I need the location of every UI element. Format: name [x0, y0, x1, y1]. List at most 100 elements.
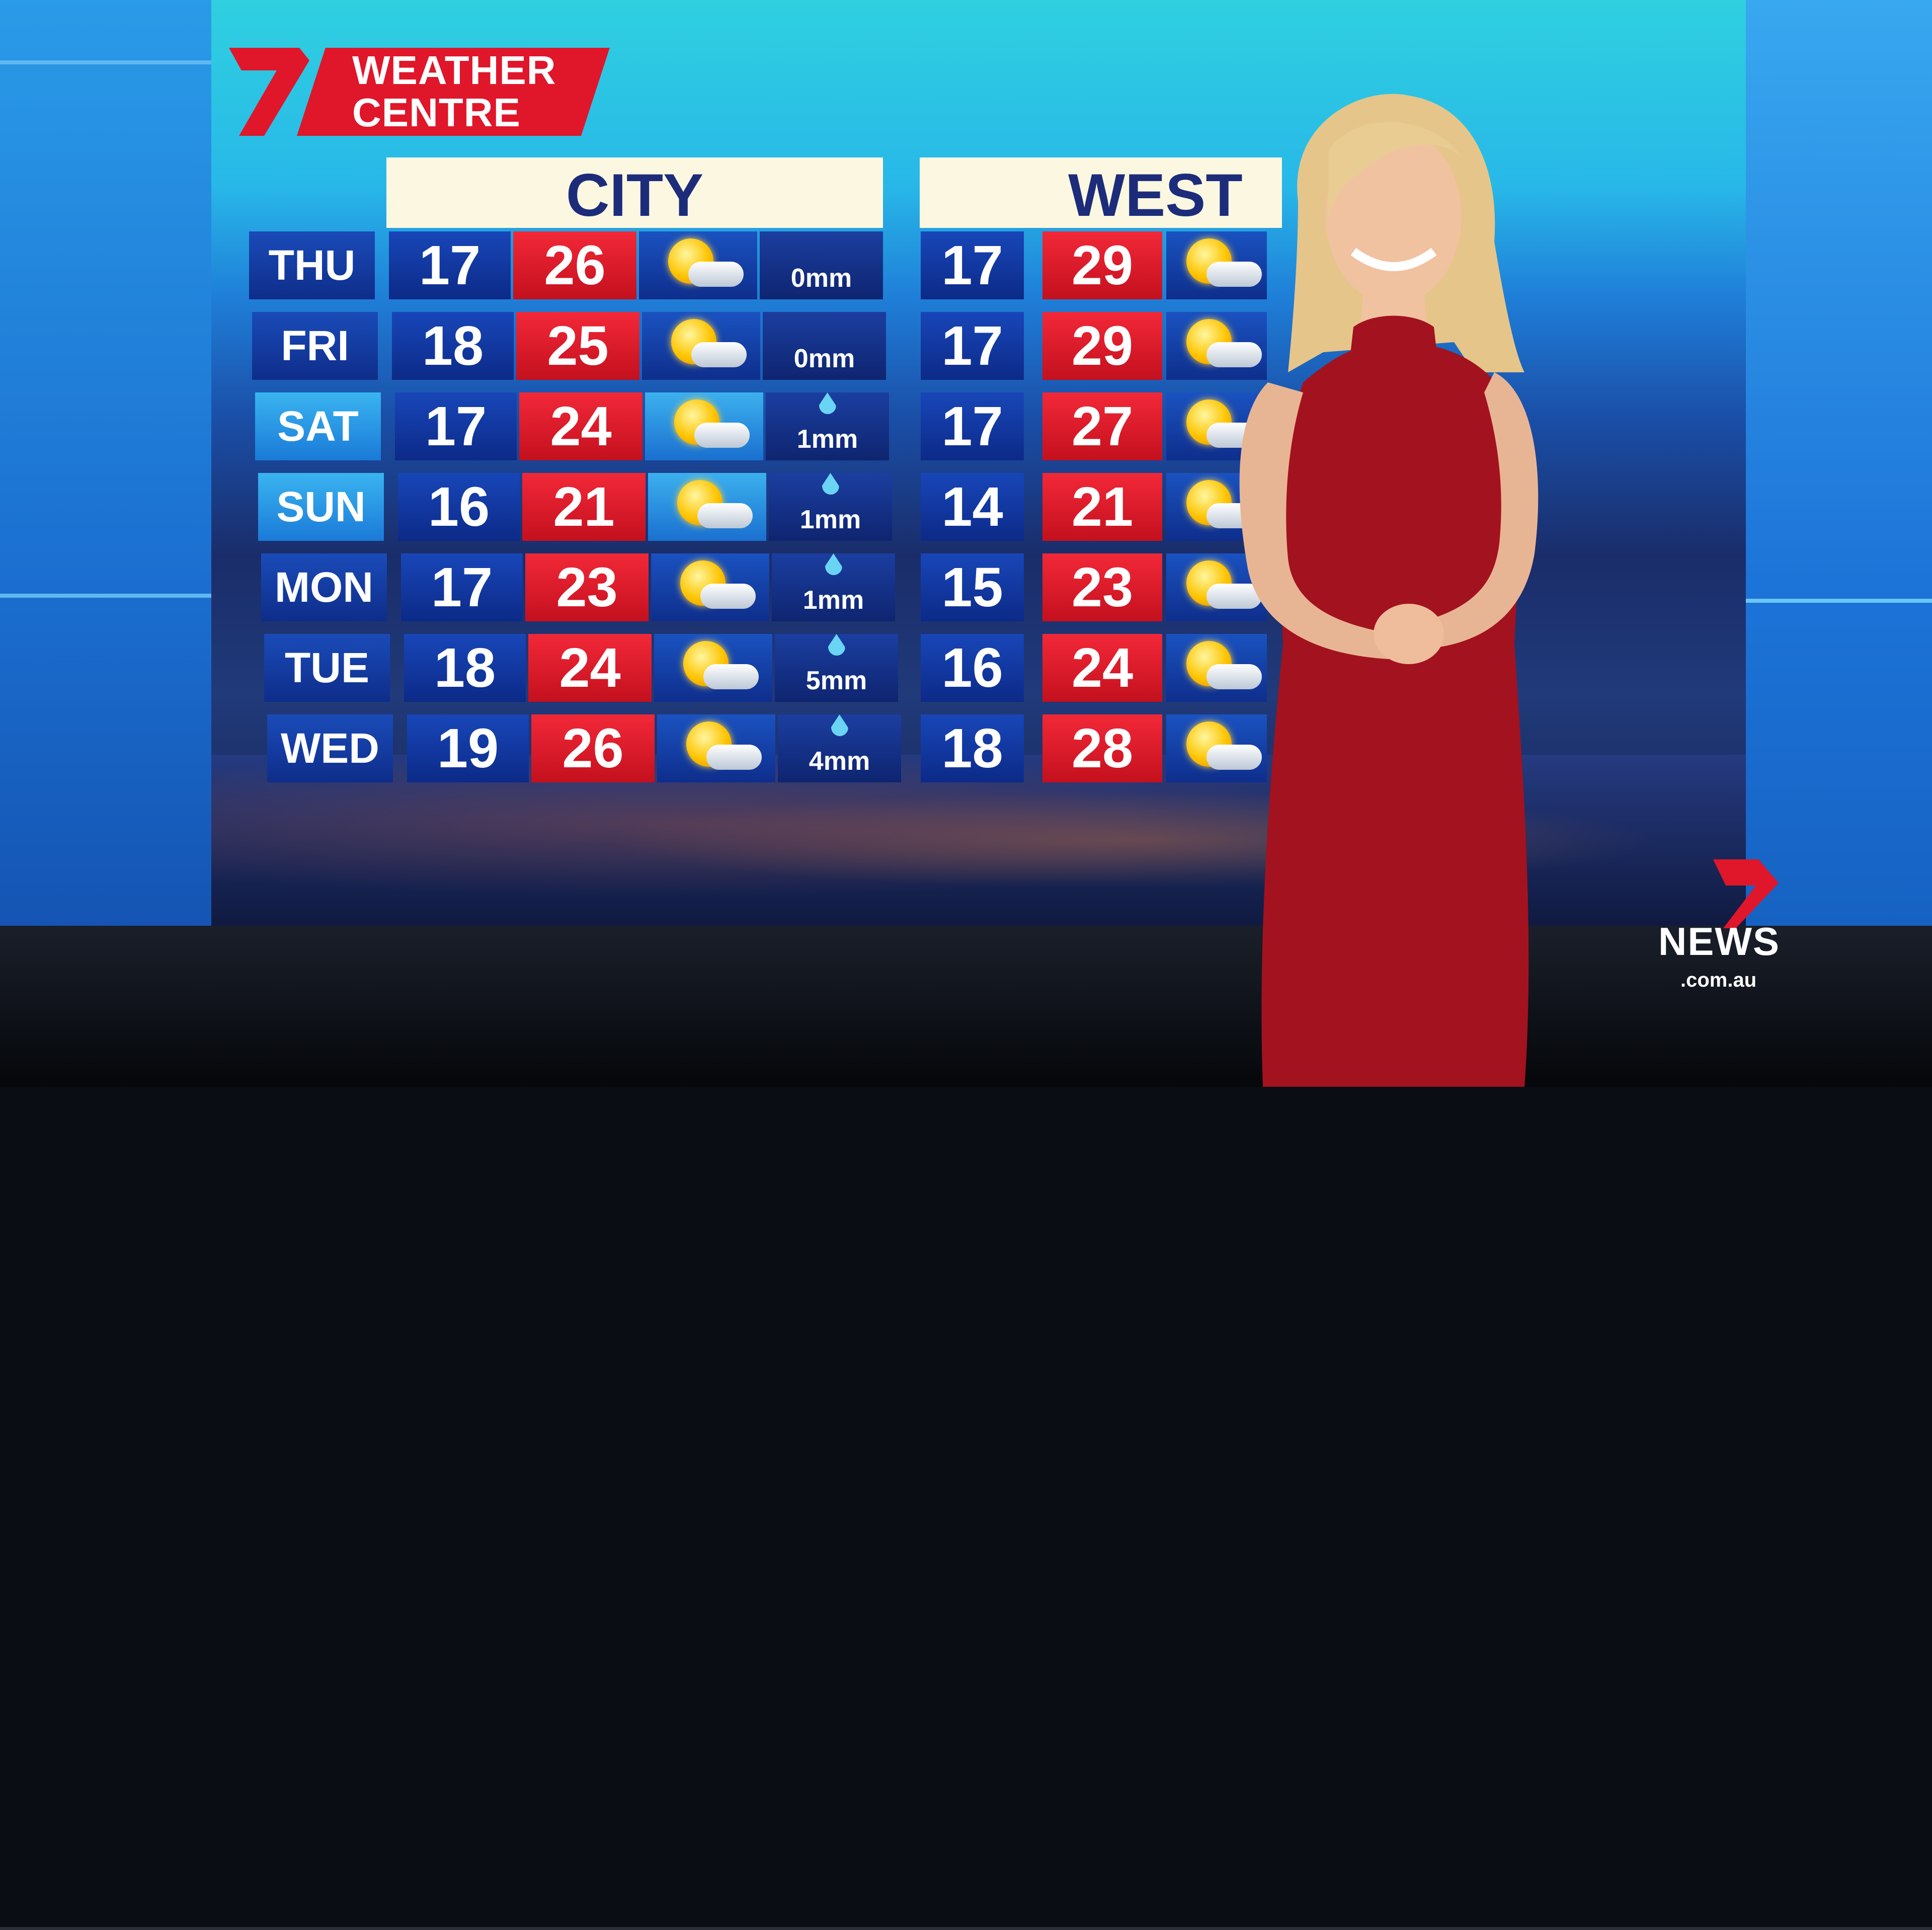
cloud-icon	[1206, 584, 1262, 609]
rainfall-text: 5mm	[806, 666, 867, 695]
city-max-temp: 25	[516, 312, 639, 380]
seven-logo-icon	[229, 48, 309, 136]
day-label-text: WED	[281, 725, 379, 772]
city-min-temp: 17	[395, 392, 517, 460]
west-weather-icon	[1166, 312, 1267, 380]
city-max-temp: 23	[525, 553, 649, 621]
cloud-icon	[688, 262, 744, 287]
city-min-temp-text: 19	[437, 717, 499, 779]
west-min-temp-text: 15	[941, 556, 1003, 618]
west-max-temp: 29	[1042, 231, 1162, 299]
west-max-temp-text: 21	[1071, 476, 1134, 538]
city-max-temp-text: 26	[544, 234, 606, 296]
west-weather-icon	[1166, 231, 1267, 299]
city-min-temp: 18	[392, 312, 514, 380]
west-max-temp-text: 29	[1071, 234, 1134, 296]
cloud-icon	[691, 342, 747, 367]
cloud-icon	[697, 503, 753, 528]
west-min-temp: 16	[921, 634, 1024, 702]
logo-line-1: WEATHER	[352, 48, 556, 93]
rainfall-text: 1mm	[796, 425, 858, 454]
west-min-temp-text: 17	[941, 234, 1003, 296]
city-min-temp: 17	[389, 231, 511, 299]
city-max-temp-text: 25	[547, 315, 609, 377]
west-max-temp: 24	[1042, 634, 1162, 702]
logo-line-2: CENTRE	[352, 90, 521, 135]
city-rainfall: 1mm	[769, 473, 892, 541]
city-weather-icon	[642, 312, 760, 380]
day-label-text: SUN	[276, 483, 366, 530]
day-label-text: MON	[275, 564, 373, 611]
city-rainfall: 4mm	[778, 714, 901, 782]
seven-news-logo-icon	[1713, 859, 1779, 928]
west-weather-icon	[1166, 634, 1267, 702]
day-label: SAT	[255, 392, 381, 460]
news-logo-domain: .com.au	[1680, 969, 1757, 991]
city-min-temp-text: 17	[425, 395, 487, 457]
west-min-temp: 17	[921, 392, 1024, 460]
day-label: MON	[261, 553, 387, 621]
west-max-temp-text: 28	[1071, 717, 1134, 779]
day-label-text: TUE	[285, 644, 369, 691]
city-max-temp: 26	[513, 231, 636, 299]
city-min-temp: 16	[398, 473, 520, 541]
cloud-icon	[1206, 342, 1262, 367]
cloud-icon	[1206, 664, 1262, 689]
region-header-city: CITY	[386, 157, 883, 229]
city-weather-icon	[654, 634, 772, 702]
rainfall-text: 1mm	[802, 586, 864, 615]
city-max-temp-text: 24	[550, 395, 612, 457]
city-max-temp: 24	[528, 634, 652, 702]
studio-wall-left	[0, 0, 216, 956]
west-max-temp-text: 23	[1071, 556, 1134, 618]
day-label-text: FRI	[281, 322, 349, 369]
west-max-temp-text: 27	[1071, 395, 1134, 457]
west-min-temp-text: 16	[941, 637, 1003, 699]
west-min-temp-text: 14	[941, 476, 1003, 538]
raindrop-icon	[819, 392, 836, 414]
city-max-temp: 26	[531, 714, 655, 782]
west-weather-icon	[1166, 714, 1267, 782]
city-weather-icon	[645, 392, 763, 460]
stage-edge	[0, 1927, 1932, 1930]
city-min-temp-text: 17	[431, 556, 493, 618]
cloud-icon	[694, 423, 750, 448]
raindrop-icon	[822, 473, 839, 495]
west-min-temp: 15	[921, 553, 1024, 621]
presenter	[1239, 94, 1539, 1087]
raindrop-icon	[825, 553, 842, 575]
day-label-text: THU	[268, 242, 356, 289]
cloud-icon	[1206, 745, 1262, 770]
west-max-temp-text: 29	[1071, 315, 1134, 377]
city-min-temp-text: 18	[422, 315, 484, 377]
west-max-temp: 29	[1042, 312, 1162, 380]
cloud-icon	[700, 584, 756, 609]
west-min-temp-text: 18	[941, 717, 1003, 779]
rainfall-text: 0mm	[793, 344, 855, 373]
city-min-temp-text: 16	[428, 476, 490, 538]
city-max-temp-text: 24	[559, 637, 621, 699]
studio-floor	[0, 926, 1932, 1930]
west-max-temp-text: 24	[1071, 637, 1134, 699]
studio-wall-right	[1741, 0, 1932, 966]
city-max-temp-text: 21	[553, 476, 615, 538]
city-weather-icon	[639, 231, 757, 299]
day-label: WED	[267, 714, 393, 782]
city-max-temp: 21	[522, 473, 646, 541]
west-max-temp: 23	[1042, 553, 1162, 621]
west-min-temp-text: 17	[941, 395, 1003, 457]
city-weather-icon	[657, 714, 775, 782]
city-rainfall: 5mm	[775, 634, 898, 702]
city-max-temp-text: 23	[556, 556, 618, 618]
city-rainfall: 1mm	[772, 553, 895, 621]
west-max-temp: 21	[1042, 473, 1162, 541]
day-label: TUE	[264, 634, 390, 702]
city-rainfall: 0mm	[760, 231, 883, 299]
city-min-temp: 18	[404, 634, 526, 702]
city-min-temp: 19	[407, 714, 529, 782]
city-weather-icon	[651, 553, 769, 621]
west-min-temp: 18	[921, 714, 1024, 782]
news-logo-text: NEWS	[1658, 919, 1780, 963]
rainfall-text: 4mm	[809, 747, 870, 776]
cloud-icon	[703, 664, 759, 689]
